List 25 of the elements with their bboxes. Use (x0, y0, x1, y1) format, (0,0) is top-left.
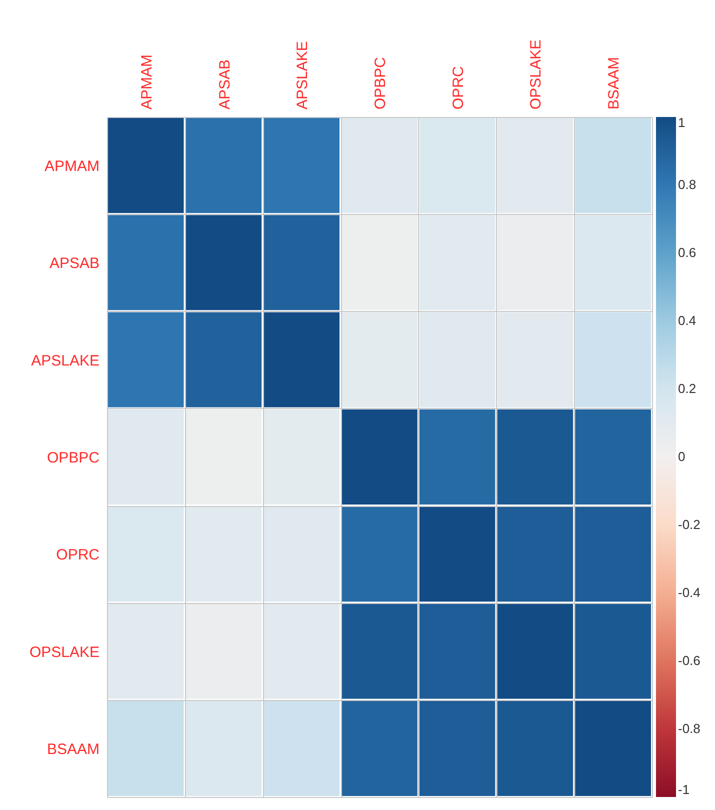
y-tick-label: OPRC (56, 546, 100, 564)
color-bar-label: 0.2 (678, 381, 696, 396)
color-bar-label: 0.4 (678, 313, 696, 328)
color-bar-label: 1 (678, 115, 686, 130)
y-tick-label: APSAB (49, 255, 100, 272)
color-bar-label: -0.6 (678, 653, 700, 668)
x-tick-label: APSAB (216, 59, 234, 110)
color-bar-label: 0.8 (678, 177, 696, 192)
x-tick-label: BSAAM (606, 56, 623, 110)
y-tick-label: BSAAM (46, 740, 100, 758)
x-tick-label: OPSLAKE (528, 39, 545, 110)
color-bar-label: 0 (678, 449, 686, 464)
x-tick-label: APMAM (138, 54, 156, 110)
y-tick-label: OPSLAKE (29, 644, 100, 661)
y-tick-label: APSLAKE (31, 352, 100, 370)
color-bar-label: -1 (678, 782, 690, 797)
y-tick-label: OPBPC (46, 450, 100, 466)
x-tick-label: OPRC (450, 66, 467, 110)
y-tick-label: APMAM (44, 158, 100, 176)
x-tick-label: APSLAKE (294, 41, 312, 110)
color-bar-label: -0.8 (678, 721, 700, 736)
color-bar-label: 0.6 (678, 245, 696, 260)
color-bar-label: -0.2 (678, 517, 700, 532)
color-bar-label: -0.4 (678, 585, 700, 600)
x-tick-label: OPBPC (372, 56, 389, 110)
